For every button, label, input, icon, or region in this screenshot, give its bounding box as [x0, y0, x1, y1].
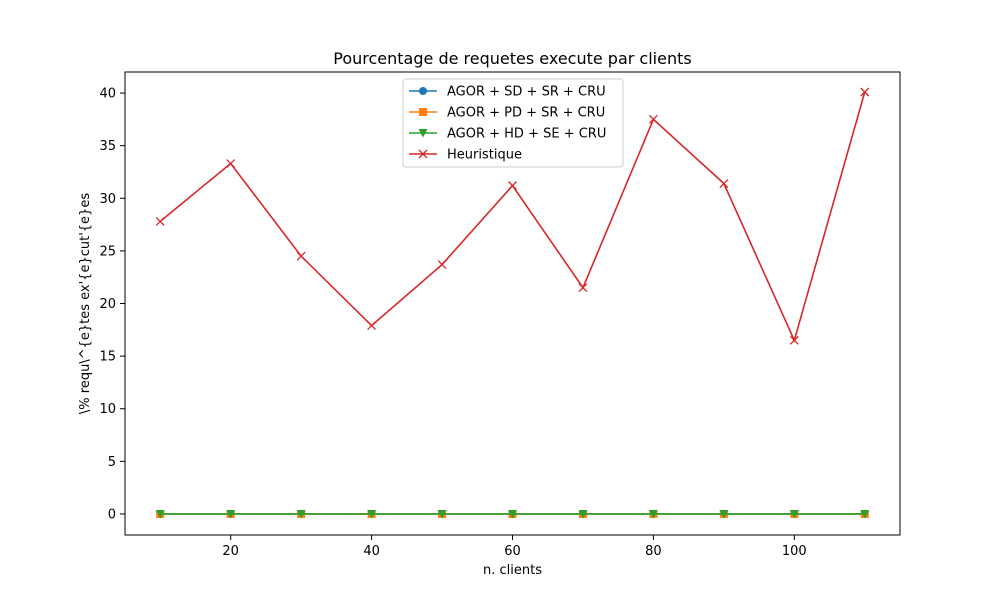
data-point	[789, 335, 799, 345]
x-axis: 20 40 60 80 100	[222, 535, 807, 559]
data-point	[648, 509, 658, 519]
y-axis-label: \% requ\^{e}tes ex'{e}cut'{e}es	[78, 193, 93, 414]
legend-label: AGOR + SD + SR + CRU	[447, 85, 606, 100]
y-tick-label: 40	[99, 87, 116, 102]
data-point	[296, 251, 306, 261]
legend-label: Heuristique	[447, 148, 522, 163]
data-point	[437, 260, 447, 270]
data-point	[860, 509, 870, 519]
data-point	[296, 509, 306, 519]
y-tick-label: 25	[99, 244, 116, 259]
data-point	[155, 216, 165, 226]
data-point	[508, 509, 517, 519]
legend-item: Heuristique	[409, 148, 522, 163]
legend-item: AGOR + SD + SR + CRU	[409, 85, 606, 100]
legend-label: AGOR + PD + SR + CRU	[447, 106, 605, 121]
x-tick-label: 80	[645, 544, 662, 559]
series-4	[155, 87, 870, 345]
series-3	[155, 509, 870, 519]
y-tick-label: 35	[99, 139, 116, 154]
legend-item: AGOR + PD + SR + CRU	[409, 106, 605, 121]
data-point	[860, 87, 870, 97]
legend-box	[402, 78, 624, 168]
legend: AGOR + SD + SR + CRU AGOR + PD + SR + CRU…	[402, 78, 624, 168]
chart-title: Pourcentage de requetes execute par clie…	[333, 49, 691, 68]
y-tick-label: 15	[99, 350, 116, 365]
legend-label: AGOR + HD + SE + CRU	[447, 127, 606, 142]
data-point	[578, 509, 588, 519]
data-point	[648, 114, 658, 124]
data-point	[719, 509, 729, 519]
x-tick-label: 40	[363, 544, 380, 559]
y-tick-label: 5	[108, 455, 116, 470]
data-point	[437, 509, 447, 519]
y-axis: 0 5 10 15 20 25 30 35 40	[99, 87, 125, 522]
legend-marker	[419, 87, 427, 95]
legend-marker	[418, 129, 428, 138]
x-tick-label: 100	[782, 544, 807, 559]
data-point	[578, 283, 588, 293]
data-point	[226, 509, 236, 519]
data-point	[155, 509, 165, 519]
x-tick-label: 60	[504, 544, 521, 559]
data-point	[719, 179, 729, 189]
data-point	[789, 509, 799, 519]
legend-marker	[418, 149, 428, 159]
data-point	[226, 159, 236, 169]
legend-item: AGOR + HD + SE + CRU	[409, 127, 606, 142]
data-point	[508, 181, 517, 191]
y-tick-label: 20	[99, 297, 116, 312]
y-tick-label: 10	[99, 402, 116, 417]
data-point	[367, 321, 377, 331]
y-tick-label: 0	[108, 507, 116, 522]
x-axis-label: n. clients	[483, 563, 542, 578]
series-layer	[155, 87, 870, 519]
x-tick-label: 20	[222, 544, 239, 559]
data-point	[367, 509, 377, 519]
legend-marker	[419, 108, 427, 116]
y-tick-label: 30	[99, 192, 116, 207]
